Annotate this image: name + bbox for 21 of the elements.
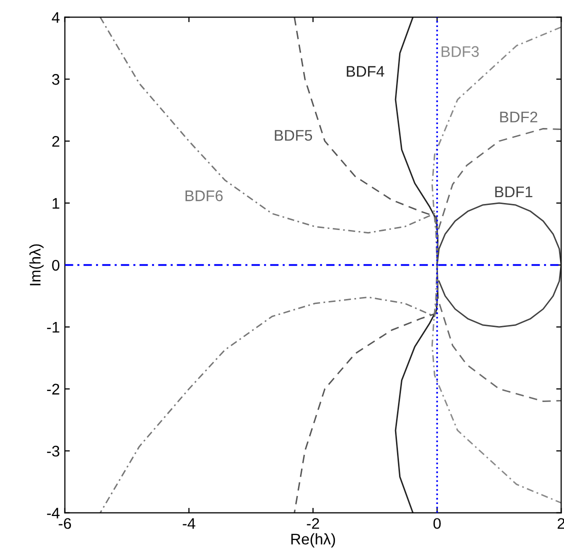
series-label: BDF2 (500, 112, 538, 122)
y-tick-label: 3 (52, 74, 60, 85)
x-tick-label: -4 (182, 518, 196, 529)
x-tick-label: -6 (58, 518, 71, 529)
x-tick-label: 0 (433, 518, 441, 529)
y-axis-title: Im(hλ) (29, 244, 44, 286)
y-tick-label: -2 (47, 384, 60, 394)
x-tick-label: -2 (306, 518, 320, 529)
y-tick-label: -3 (47, 446, 60, 457)
y-tick-label: 0 (52, 260, 60, 271)
x-axis-title: Re(hλ) (291, 533, 335, 548)
y-tick-label: 1 (52, 198, 60, 209)
y-tick-label: 2 (52, 136, 60, 147)
series-label: BDF1 (495, 186, 532, 198)
series-label: BDF4 (346, 66, 384, 77)
series-label: BDF5 (274, 130, 312, 141)
series-label: BDF6 (186, 190, 223, 202)
y-tick-label: 4 (52, 12, 60, 23)
series-label: BDF3 (442, 46, 479, 57)
y-tick-label: -4 (47, 508, 60, 518)
y-tick-label: -1 (47, 322, 60, 332)
